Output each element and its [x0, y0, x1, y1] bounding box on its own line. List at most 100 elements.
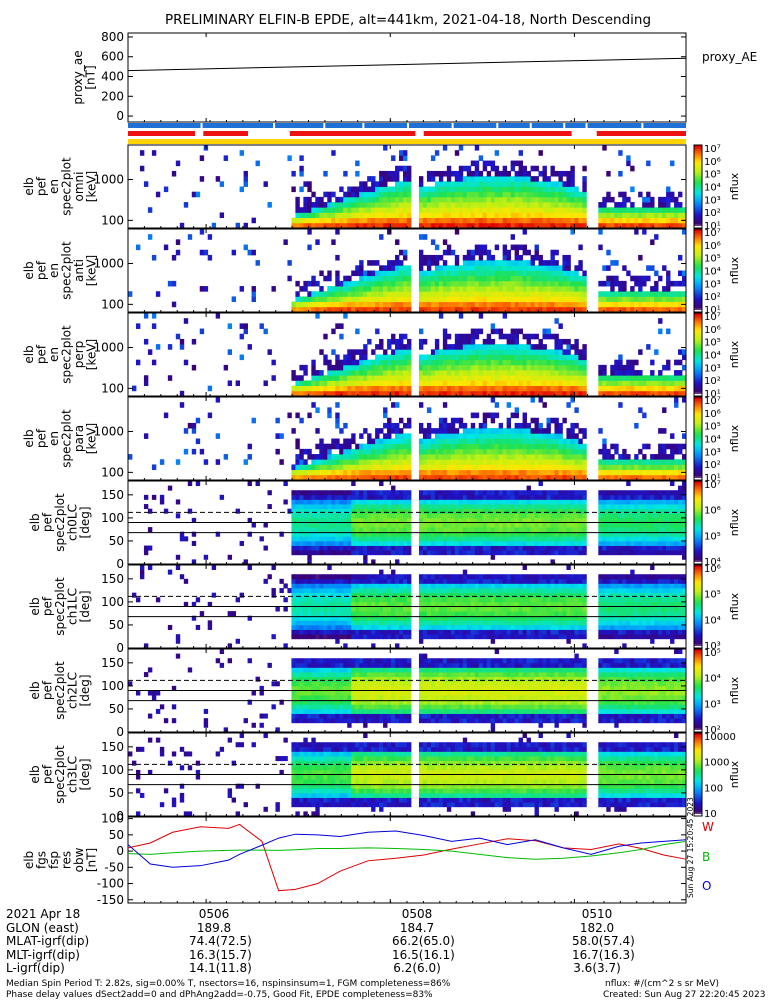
spectrogram-cell — [442, 291, 448, 297]
spectrogram-cell — [454, 513, 460, 519]
spectrogram-cell — [582, 354, 587, 361]
colorbar-cell — [694, 459, 702, 462]
spectrogram-cell — [678, 296, 683, 303]
spectrogram-cell — [430, 508, 436, 514]
spectrogram-cell — [430, 499, 436, 505]
spectrogram-cell — [442, 207, 448, 213]
spectrogram-cell — [143, 380, 149, 387]
spectrogram-cell — [371, 375, 376, 381]
spectrogram-cell — [426, 428, 432, 434]
spectrogram-cell — [566, 202, 571, 208]
spectrogram-cell — [502, 536, 508, 542]
spectrogram-cell — [426, 170, 432, 177]
spectrogram-cell — [546, 417, 551, 424]
spectrogram-cell — [602, 459, 607, 465]
spectrogram-cell — [430, 301, 436, 308]
spectrogram-cell — [418, 286, 424, 292]
spectrogram-cell — [606, 170, 611, 177]
spectrogram-cell — [351, 207, 356, 213]
spectrogram-cell — [542, 260, 547, 266]
colorbar-cell — [694, 305, 702, 309]
spectrogram-cell — [546, 260, 551, 266]
spectrogram-cell — [526, 349, 531, 355]
spectrogram-cell — [363, 270, 368, 277]
spectrogram-cell — [438, 517, 444, 523]
spectrogram-cell — [550, 464, 555, 471]
spectrogram-cell — [470, 508, 476, 514]
spectrogram-cell — [546, 296, 551, 303]
spectrogram-cell — [347, 550, 352, 556]
spectrogram-cell — [367, 385, 372, 392]
spectrogram-cell — [610, 443, 615, 450]
spectrogram-cell — [315, 280, 320, 287]
spectrogram-cell — [470, 186, 476, 193]
spectrogram-cell — [367, 540, 372, 546]
spectrogram-cell — [646, 196, 651, 203]
spectrogram-cell — [466, 275, 472, 282]
spectrogram-cell — [490, 554, 496, 560]
spectrogram-cell — [482, 280, 488, 287]
spectrogram-cell — [498, 222, 504, 229]
spectrogram-cell — [638, 469, 643, 476]
spectrogram-cell — [399, 490, 404, 496]
spectrogram-cell — [498, 508, 504, 514]
spectrogram-cell — [331, 494, 336, 500]
spectrogram-cell — [474, 328, 480, 335]
spectrogram-cell — [422, 469, 428, 476]
spectrogram-cell — [470, 469, 476, 476]
spectrogram-cell — [482, 207, 488, 213]
spectrogram-cell — [618, 286, 623, 292]
spectrogram-cell — [530, 270, 535, 277]
spectrogram-cell — [391, 490, 396, 496]
status-bar-gap — [641, 123, 644, 128]
spectrogram-cell — [494, 433, 500, 439]
spectrogram-cell — [498, 448, 504, 455]
spectrogram-cell — [450, 212, 456, 219]
spectrogram-cell — [502, 390, 508, 397]
spectrogram-cell — [510, 522, 516, 528]
spectrogram-cell — [403, 333, 408, 340]
spectrogram-cell — [387, 499, 392, 505]
spectrogram-cell — [450, 354, 456, 361]
spectrogram-cell — [490, 469, 496, 476]
spectrogram-cell — [622, 454, 627, 460]
spectrogram-cell — [562, 513, 567, 519]
spectrogram-cell — [147, 508, 153, 514]
spectrogram-cell — [642, 212, 647, 219]
spectrogram-cell — [486, 443, 492, 450]
spectrogram-cell — [375, 490, 380, 496]
spectrogram-cell — [399, 469, 404, 476]
spectrogram-cell — [331, 328, 336, 335]
status-bar-gap — [407, 123, 409, 128]
spectrogram-cell — [514, 390, 519, 397]
spectrogram-cell — [466, 474, 472, 481]
spectrogram-cell — [371, 536, 376, 542]
spectrogram-cell — [582, 490, 587, 496]
spectrogram-cell — [450, 349, 456, 355]
spectrogram-cell — [650, 222, 655, 229]
spectrogram-cell — [391, 499, 396, 505]
spectrogram-cell — [147, 545, 153, 551]
colorbar-cell — [694, 272, 702, 276]
spectrogram-cell — [486, 370, 492, 376]
spectrogram-cell — [646, 474, 651, 481]
spectrogram-cell — [566, 196, 571, 203]
spectrogram-cell — [486, 508, 492, 514]
spectrogram-cell — [442, 145, 448, 151]
spectrogram-cell — [391, 212, 396, 219]
spectrogram-cell — [570, 464, 575, 471]
spectrogram-cell — [486, 291, 492, 297]
spectrogram-cell — [399, 375, 404, 381]
spectrogram-cell — [339, 186, 344, 193]
spectrogram-cell — [538, 254, 543, 261]
spectrogram-cell — [470, 527, 476, 533]
spectrogram-cell — [379, 275, 384, 282]
spectrogram-cell — [391, 443, 396, 450]
spectrogram-cell — [510, 385, 516, 392]
spectrogram-cell — [359, 286, 364, 292]
spectrogram-cell — [323, 459, 328, 465]
spectrogram-cell — [614, 545, 619, 551]
spectrogram-cell — [295, 545, 300, 551]
spectrogram-cell — [375, 464, 380, 471]
spectrogram-cell — [343, 508, 348, 514]
